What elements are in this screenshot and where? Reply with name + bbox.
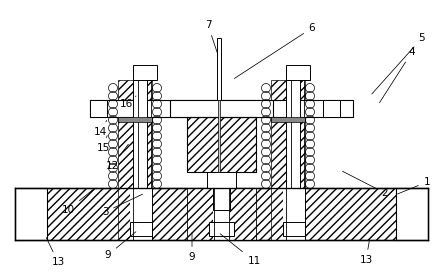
Bar — [118, 80, 152, 188]
Text: 11: 11 — [220, 234, 260, 266]
Text: 4: 4 — [380, 47, 415, 103]
Bar — [90, 100, 353, 117]
Bar — [283, 188, 305, 240]
Bar — [133, 80, 147, 188]
Bar — [187, 188, 256, 240]
Bar — [213, 188, 230, 240]
Bar — [170, 100, 187, 117]
Text: 16: 16 — [119, 96, 136, 109]
Bar — [118, 117, 152, 122]
Bar — [283, 222, 305, 236]
Text: 3: 3 — [102, 194, 143, 217]
Text: 9: 9 — [105, 232, 136, 260]
Bar — [207, 172, 236, 188]
Bar — [271, 188, 305, 240]
Bar — [170, 100, 273, 117]
Text: 6: 6 — [234, 23, 315, 78]
Bar — [209, 222, 234, 236]
Bar — [118, 188, 152, 240]
Bar — [187, 117, 256, 172]
Bar — [130, 188, 152, 240]
Text: 13: 13 — [359, 240, 373, 265]
Bar — [15, 188, 428, 240]
Bar — [15, 188, 47, 240]
Bar — [323, 100, 340, 117]
Text: 12: 12 — [105, 144, 128, 171]
Bar — [217, 38, 221, 100]
Text: 1: 1 — [397, 177, 430, 194]
Bar — [271, 117, 305, 122]
Bar — [133, 65, 157, 80]
Bar — [90, 100, 107, 117]
Text: 15: 15 — [97, 136, 109, 153]
Text: 9: 9 — [189, 233, 195, 262]
Text: 14: 14 — [93, 120, 107, 137]
Bar — [396, 188, 428, 240]
Text: 7: 7 — [205, 20, 217, 52]
Bar — [187, 117, 256, 172]
Bar — [286, 80, 300, 188]
Bar — [286, 65, 310, 80]
Bar — [213, 188, 230, 210]
Bar — [218, 100, 220, 172]
Bar — [243, 100, 260, 117]
Bar — [271, 80, 305, 188]
Text: 2: 2 — [342, 171, 389, 198]
Text: 10: 10 — [62, 190, 93, 215]
Text: 13: 13 — [46, 238, 65, 267]
Text: 5: 5 — [372, 33, 425, 94]
Bar — [130, 222, 152, 236]
